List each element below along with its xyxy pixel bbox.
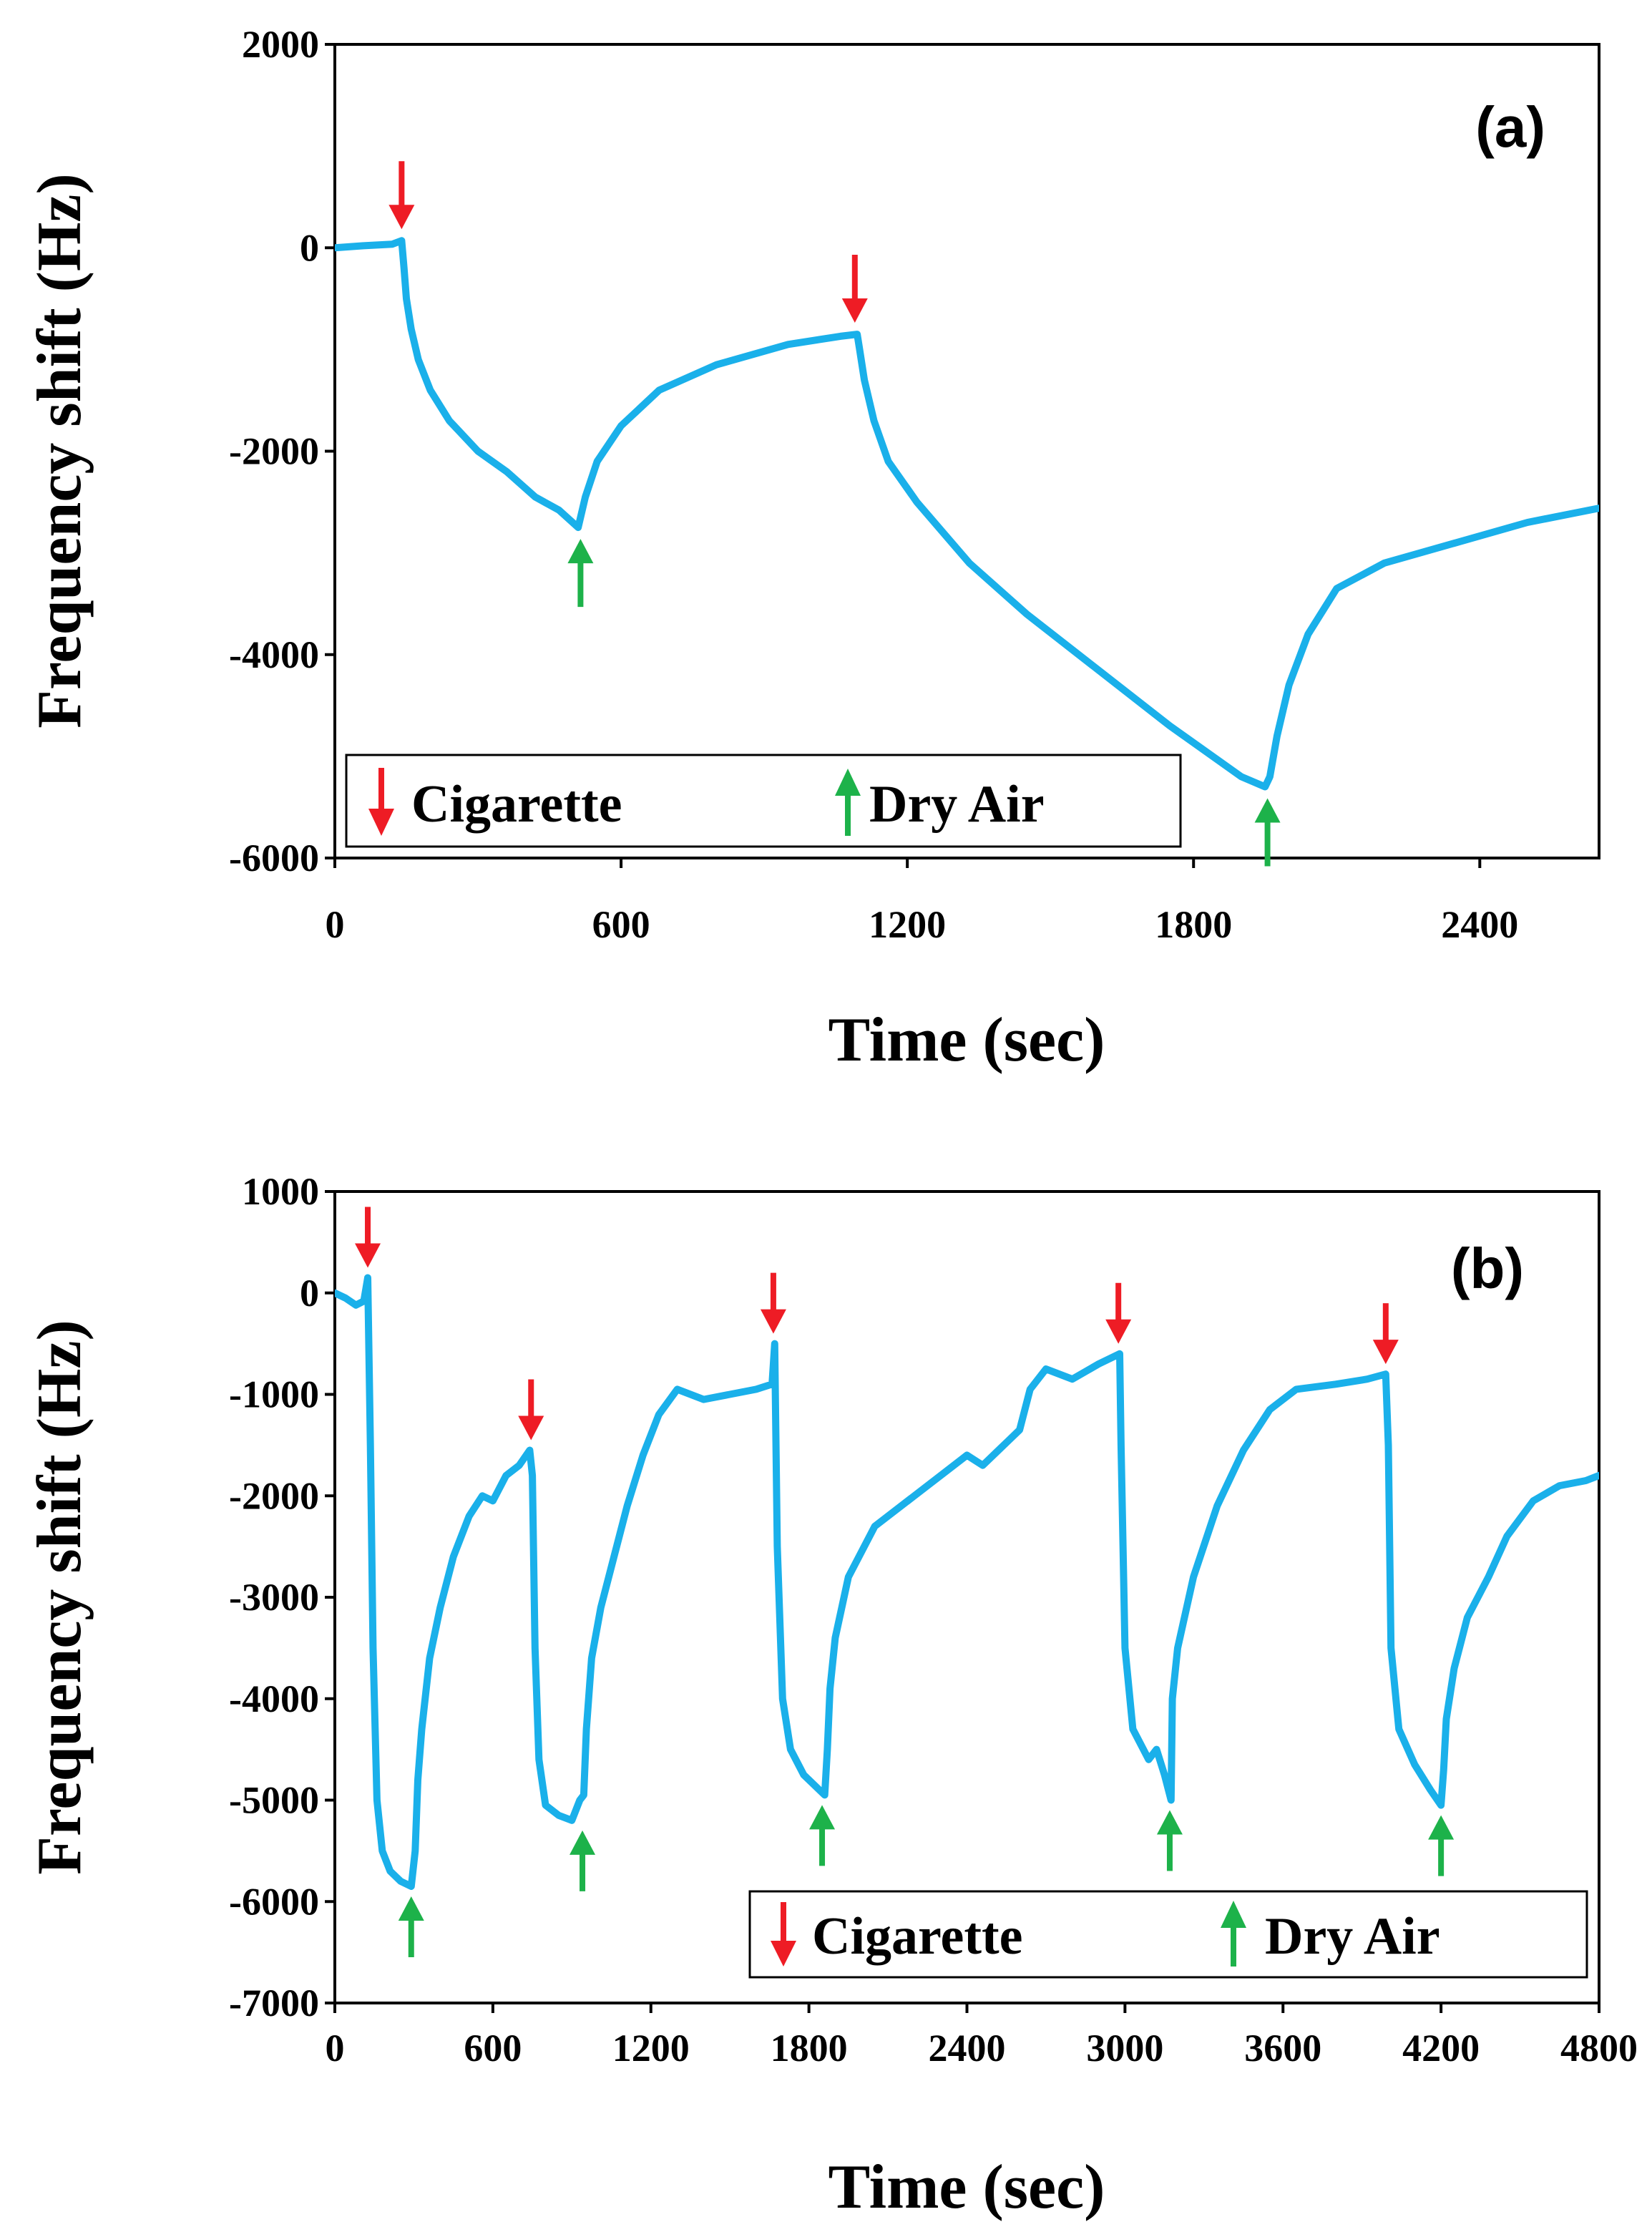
panel-a-y-axis-title: Frequency shift (Hz)	[25, 173, 94, 728]
panel-a-y-tick-label: 0	[300, 226, 319, 269]
panel-a-y-tick-label: -2000	[229, 430, 319, 473]
panel-b-x-axis-title: Time (sec)	[829, 2153, 1105, 2222]
panel-b-y-tick-label: -2000	[229, 1474, 319, 1517]
panel-a-plot-area	[333, 43, 1600, 859]
panel-a-label: (a)	[1475, 95, 1545, 159]
panel-b-dry-air-event-arrow	[809, 1805, 836, 1866]
panel-a-legend-cigarette-arrow	[368, 768, 394, 836]
panel-b-cigarette-event-arrow	[355, 1207, 381, 1268]
panel-b-cigarette-event-arrow	[1372, 1303, 1399, 1365]
panel-b-cigarette-event-arrow	[1105, 1282, 1132, 1344]
panel-b-y-tick-label: -4000	[229, 1677, 319, 1720]
panel-b-x-tick-label: 3000	[1086, 2027, 1163, 2070]
panel-b-legend-dry-air-label: Dry Air	[1265, 1907, 1440, 1966]
panel-b-dry-air-event-arrow	[1428, 1815, 1455, 1876]
panel-b-legend-box	[748, 1890, 1588, 1979]
panel-a-chart: 2000 0 -2000 -4000 -6000 0 600 1200 1800 2400 (a…	[25, 23, 1600, 1075]
panel-a-series-line	[335, 237, 1599, 791]
panel-b-label: (b)	[1451, 1237, 1524, 1300]
panel-b-x-tick-label: 600	[464, 2027, 522, 2070]
panel-b-y-tick-label: -3000	[229, 1576, 319, 1619]
panel-b-legend: Cigarette Dry Air	[748, 1890, 1588, 1979]
panel-b-x-tick-label: 1800	[771, 2027, 848, 2070]
panel-b-x-tick-label: 2400	[929, 2027, 1006, 2070]
panel-b-y-tick-label: -5000	[229, 1779, 319, 1822]
panel-a-legend-dry-air-label: Dry Air	[869, 775, 1045, 834]
panel-b-cigarette-event-arrow	[760, 1272, 786, 1334]
panel-a-legend-dry-air-arrow	[835, 769, 861, 836]
panel-b-y-axis-title: Frequency shift (Hz)	[25, 1320, 94, 1875]
panel-b-chart: 1000 0 -1000 -2000 -3000 -4000 -5000 -6000 -7000…	[25, 1170, 1638, 2222]
panel-a-legend-box	[345, 754, 1182, 848]
panel-b-x-tick-label: 1200	[612, 2027, 690, 2070]
panel-b-y-tick-label: -7000	[229, 1982, 319, 2024]
panel-b-cigarette-event-arrow	[518, 1379, 544, 1441]
panel-b-legend-cigarette-label: Cigarette	[812, 1907, 1022, 1966]
panel-b-dry-air-event-arrow	[398, 1896, 424, 1957]
panel-b-plot-area	[333, 1190, 1600, 2004]
panel-b-x-tick-label: 4800	[1560, 2027, 1638, 2070]
panel-b-legend-dry-air-arrow	[1221, 1901, 1246, 1967]
panel-a-x-axis-title: Time (sec)	[829, 1005, 1105, 1075]
panel-b-series-line	[335, 1274, 1599, 1890]
panel-b-y-tick-label: 0	[300, 1272, 319, 1315]
panel-a-x-tick-label: 0	[326, 903, 345, 946]
panel-b-dry-air-event-arrow	[1156, 1810, 1183, 1871]
panel-a-x-tick-label: 1800	[1155, 903, 1232, 946]
panel-a-legend-cigarette-label: Cigarette	[411, 775, 622, 834]
panel-a-y-tick-label: -6000	[229, 837, 319, 879]
panel-b-y-tick-label: -6000	[229, 1880, 319, 1923]
panel-b-x-tick-label: 4200	[1402, 2027, 1480, 2070]
panel-a-x-tick-label: 2400	[1441, 903, 1518, 946]
panel-a-dry-air-event-arrow	[1254, 798, 1281, 867]
panel-b-dry-air-event-arrow	[570, 1830, 596, 1891]
panel-a-y-tick-label: -4000	[229, 633, 319, 676]
panel-a-x-tick-label: 1200	[869, 903, 946, 946]
panel-a-dry-air-event-arrow	[567, 539, 594, 608]
panel-b-y-tick-label: 1000	[242, 1170, 319, 1213]
panel-b-y-tick-label: -1000	[229, 1373, 319, 1416]
panel-b-x-tick-label: 0	[326, 2027, 345, 2070]
panel-a-cigarette-event-arrow	[841, 255, 868, 323]
panel-a-cigarette-event-arrow	[388, 161, 415, 230]
panel-a-x-tick-label: 600	[592, 903, 650, 946]
panel-a-legend: Cigarette Dry Air	[345, 754, 1182, 848]
panel-a-y-tick-label: 2000	[242, 23, 319, 66]
panel-b-legend-cigarette-arrow	[771, 1902, 796, 1967]
panel-b-x-tick-label: 3600	[1244, 2027, 1321, 2070]
